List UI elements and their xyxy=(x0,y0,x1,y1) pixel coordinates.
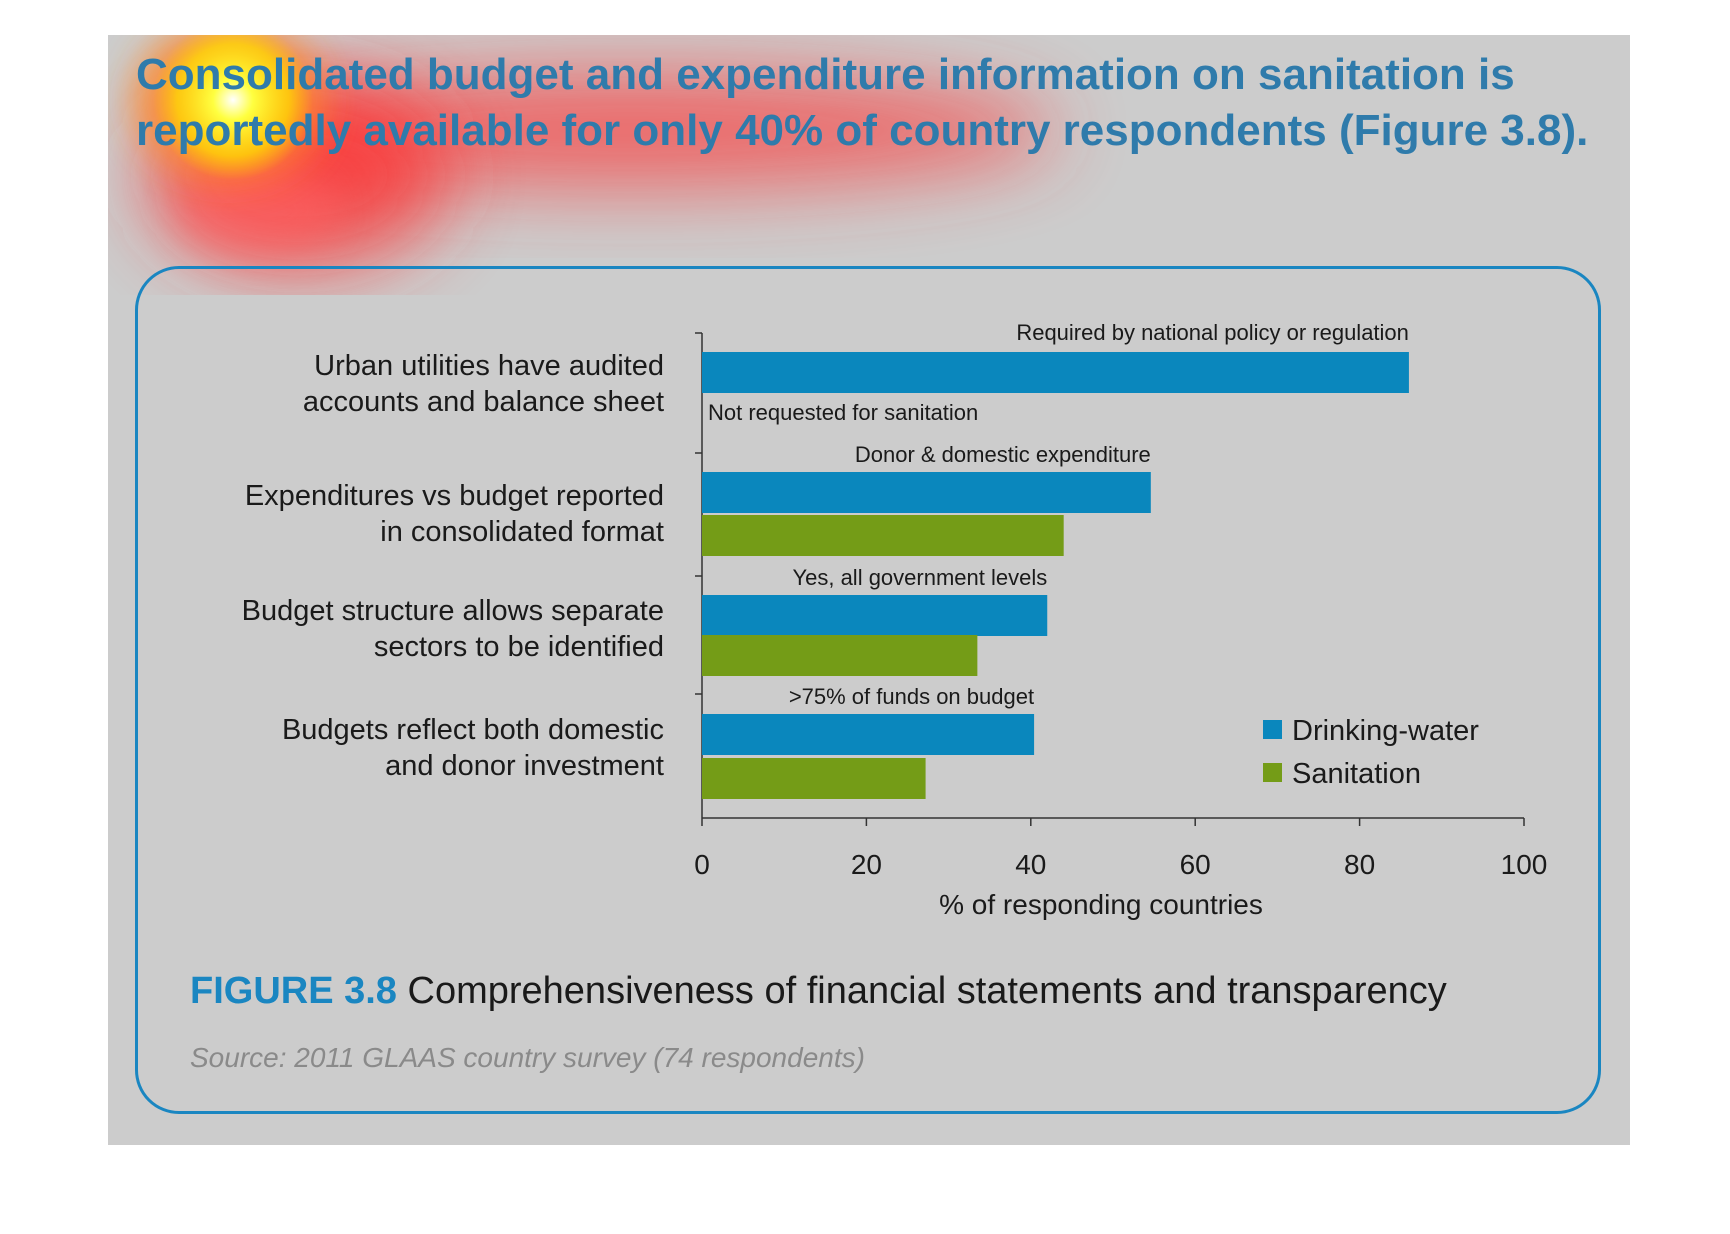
figure-caption: FIGURE 3.8 Comprehensiveness of financia… xyxy=(190,970,1447,1013)
bar-drinking-water xyxy=(702,714,1035,755)
figure-frame xyxy=(135,266,1601,1114)
category-note: Yes, all government levels xyxy=(792,565,1047,590)
slide-headline: Consolidated budget and expenditure info… xyxy=(136,50,1589,155)
x-tick-label: 40 xyxy=(1015,849,1046,880)
bar-sanitation xyxy=(702,758,926,799)
x-tick-label: 100 xyxy=(1501,849,1548,880)
bar-drinking-water xyxy=(702,472,1151,513)
x-tick-label: 80 xyxy=(1344,849,1375,880)
bar-sanitation xyxy=(702,515,1064,556)
x-tick-label: 0 xyxy=(694,849,710,880)
category-label: in consolidated format xyxy=(380,516,664,548)
missing-value-note: Not requested for sanitation xyxy=(708,400,978,425)
category-note: >75% of funds on budget xyxy=(789,684,1034,709)
x-tick-label: 20 xyxy=(851,849,882,880)
category-label: and donor investment xyxy=(385,750,664,782)
legend-swatch-sanitation xyxy=(1263,763,1282,782)
category-label: sectors to be identified xyxy=(374,631,664,663)
bar-drinking-water xyxy=(702,595,1048,636)
category-label: accounts and balance sheet xyxy=(303,386,664,418)
category-note: Required by national policy or regulatio… xyxy=(1016,320,1409,345)
x-axis-title: % of responding countries xyxy=(939,889,1263,920)
source-note: Source: 2011 GLAAS country survey (74 re… xyxy=(190,1042,865,1073)
figure-caption-text: Comprehensiveness of financial statement… xyxy=(407,970,1447,1012)
bar-drinking-water xyxy=(702,352,1409,393)
x-tick-label: 60 xyxy=(1180,849,1211,880)
legend-label-drinking-water: Drinking-water xyxy=(1292,715,1479,747)
category-label: Budgets reflect both domestic xyxy=(282,714,664,746)
category-label: Urban utilities have audited xyxy=(314,350,664,382)
bar-sanitation xyxy=(702,635,978,676)
legend-label-sanitation: Sanitation xyxy=(1292,758,1421,790)
category-label: Expenditures vs budget reported xyxy=(245,480,664,512)
legend-swatch-drinking-water xyxy=(1263,720,1282,739)
figure-number: FIGURE 3.8 xyxy=(190,970,397,1012)
category-note: Donor & domestic expenditure xyxy=(855,442,1151,467)
category-label: Budget structure allows separate xyxy=(242,595,664,627)
